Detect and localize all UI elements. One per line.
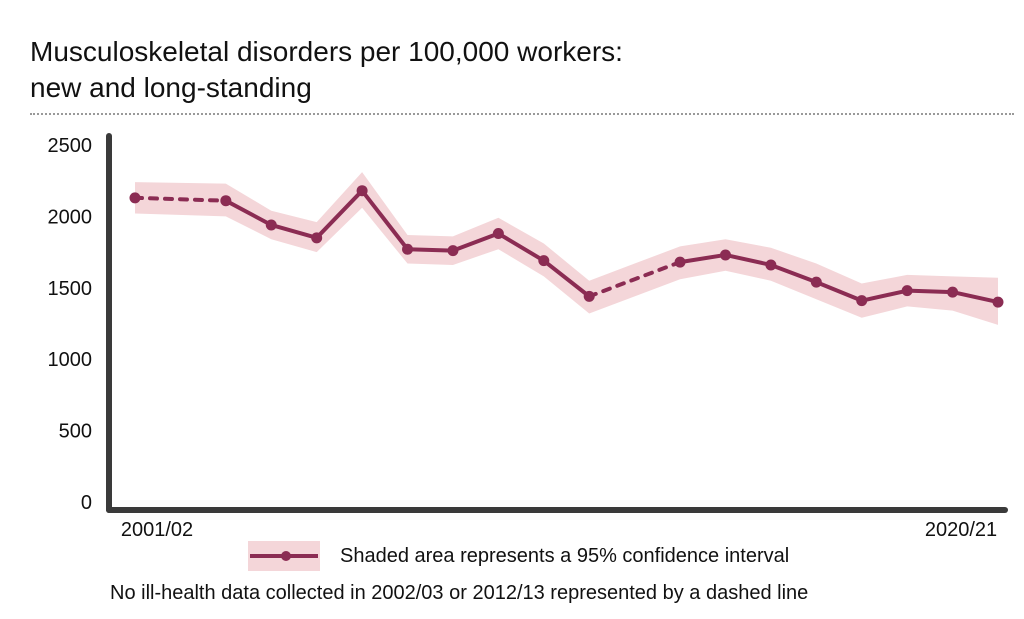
tick-label-layer: 0 500 1000 1500 2000 2500 2001/02 2020/21 bbox=[48, 135, 998, 540]
x-tick-label: 2001/02 bbox=[121, 519, 193, 540]
y-tick-label: 1000 bbox=[48, 349, 93, 371]
data-point bbox=[402, 243, 414, 255]
data-point-layer bbox=[129, 185, 1004, 308]
title-divider bbox=[30, 113, 1014, 115]
data-point bbox=[992, 296, 1004, 308]
series-line-segment bbox=[405, 247, 455, 253]
series-line-segment bbox=[541, 258, 592, 299]
data-point bbox=[356, 185, 368, 197]
line-chart: 0 500 1000 1500 2000 2500 2001/02 2020/21 bbox=[48, 133, 1008, 540]
axes bbox=[106, 133, 1008, 513]
x-tick-label: 2020/21 bbox=[925, 519, 997, 540]
chart-title: Musculoskeletal disorders per 100,000 wo… bbox=[30, 34, 623, 106]
series-line-segment bbox=[360, 188, 410, 252]
data-point bbox=[583, 290, 595, 302]
series-line-segment bbox=[450, 231, 501, 253]
series-line-segment bbox=[314, 188, 365, 240]
series-line-segment bbox=[678, 252, 728, 265]
y-tick-label: 0 bbox=[81, 492, 92, 514]
data-point bbox=[220, 195, 232, 207]
series-line-segment bbox=[223, 198, 274, 227]
missing-data-dashed-segment bbox=[587, 260, 683, 299]
y-tick-label: 500 bbox=[59, 421, 92, 443]
data-point bbox=[856, 295, 868, 307]
series-line-segment bbox=[269, 222, 319, 240]
legend-point-swatch bbox=[281, 551, 291, 561]
chart-title-line-1: Musculoskeletal disorders per 100,000 wo… bbox=[30, 36, 623, 67]
confidence-band-layer bbox=[135, 172, 998, 325]
series-line-segment bbox=[496, 231, 546, 263]
series-line-segment bbox=[814, 280, 864, 303]
missing-data-note: No ill-health data collected in 2002/03 … bbox=[110, 582, 809, 604]
data-point bbox=[265, 219, 277, 231]
missing-data-dashed-segment bbox=[133, 195, 228, 203]
series-line-segment bbox=[768, 262, 819, 285]
series-line-segment bbox=[723, 252, 773, 267]
data-point bbox=[447, 245, 459, 257]
data-point bbox=[765, 259, 777, 271]
legend-label: Shaded area represents a 95% confidence … bbox=[340, 545, 790, 567]
y-tick-label: 2500 bbox=[48, 135, 93, 157]
data-point bbox=[538, 255, 550, 267]
legend-swatch-icon bbox=[248, 541, 320, 571]
data-point bbox=[810, 276, 822, 288]
data-point bbox=[719, 249, 731, 261]
series-line-layer bbox=[133, 188, 1000, 305]
series-line-segment bbox=[950, 290, 1000, 305]
data-point bbox=[129, 192, 141, 204]
y-tick-label: 2000 bbox=[48, 206, 93, 228]
data-point bbox=[311, 232, 323, 244]
series-line-segment bbox=[859, 288, 910, 303]
y-tick-label: 1500 bbox=[48, 278, 93, 300]
confidence-interval-band bbox=[135, 172, 998, 325]
data-point bbox=[674, 256, 686, 268]
legend: Shaded area represents a 95% confidence … bbox=[248, 541, 968, 571]
series-line-segment bbox=[905, 288, 955, 295]
data-point bbox=[492, 228, 504, 240]
chart-title-line-2: new and long-standing bbox=[30, 72, 312, 103]
data-point bbox=[947, 286, 959, 298]
data-point bbox=[901, 285, 913, 297]
